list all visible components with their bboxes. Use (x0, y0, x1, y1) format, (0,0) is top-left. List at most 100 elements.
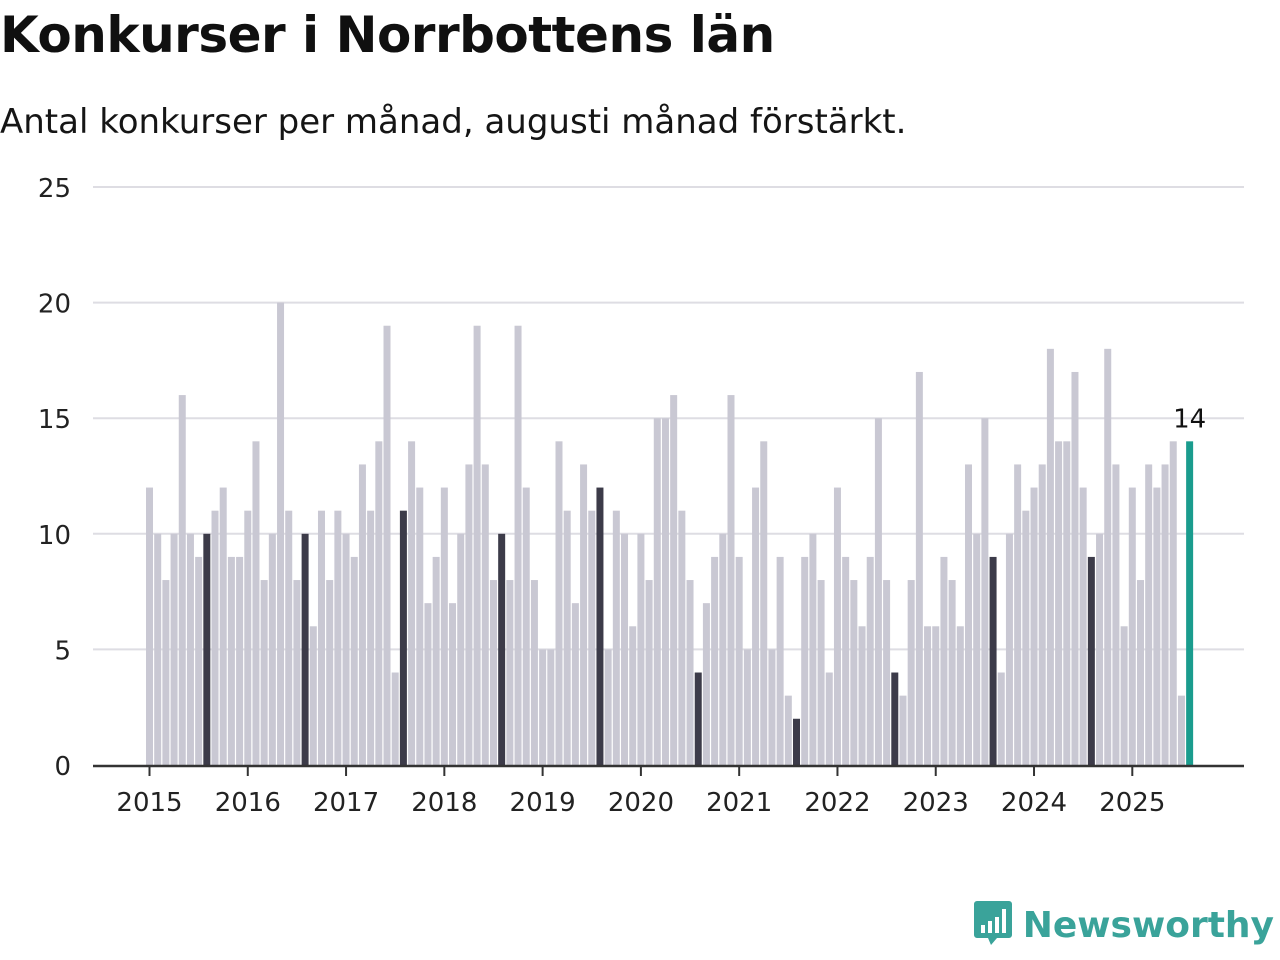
x-tick-label: 2025 (1099, 788, 1165, 818)
bar (375, 441, 383, 765)
bar (571, 603, 579, 765)
bar (866, 556, 874, 765)
bar (334, 510, 342, 765)
bar (277, 302, 285, 765)
bar (481, 464, 489, 765)
bar (891, 672, 899, 765)
bar (686, 580, 694, 765)
bar (170, 533, 178, 765)
bar (514, 325, 522, 765)
bar (604, 649, 612, 765)
bar (391, 672, 399, 765)
bar (973, 533, 981, 765)
brand-name: Newsworthy (1022, 905, 1274, 946)
bar (989, 556, 997, 765)
bar (842, 556, 850, 765)
bar (899, 695, 907, 765)
bar (178, 395, 186, 765)
bar (1071, 371, 1079, 765)
bar (915, 371, 923, 765)
bar (760, 441, 768, 765)
x-tick-label: 2019 (510, 788, 576, 818)
bar (342, 533, 350, 765)
bar (629, 626, 637, 765)
y-tick-label: 25 (38, 174, 71, 204)
bar (301, 533, 309, 765)
bar (940, 556, 948, 765)
bar (825, 672, 833, 765)
bar (965, 464, 972, 765)
bar (473, 325, 481, 765)
bar (203, 533, 211, 765)
bar (1112, 464, 1120, 765)
bar (498, 533, 506, 765)
bar (293, 580, 301, 765)
bar (932, 626, 940, 765)
bar (694, 672, 702, 765)
bar (907, 580, 915, 765)
bar (530, 580, 538, 765)
brand-logo: Newsworthy (973, 899, 1274, 952)
bar (1161, 464, 1169, 765)
bar (154, 533, 162, 765)
bar (440, 487, 448, 765)
x-tick-label: 2021 (706, 788, 772, 818)
bar (1030, 487, 1038, 765)
bar (268, 533, 276, 765)
bar (956, 626, 964, 765)
x-tick-label: 2017 (313, 788, 379, 818)
bar (260, 580, 268, 765)
bar (1022, 510, 1030, 765)
x-tick-label: 2016 (215, 788, 281, 818)
bar (1104, 348, 1112, 765)
bar (817, 580, 825, 765)
bar (596, 487, 604, 765)
bar (162, 580, 170, 765)
bar (735, 556, 743, 765)
bar (1014, 464, 1022, 765)
bar (285, 510, 293, 765)
bar (195, 556, 203, 765)
bar (489, 580, 497, 765)
bar (309, 626, 317, 765)
bar (727, 395, 735, 765)
bar (367, 510, 375, 765)
bar (1136, 580, 1144, 765)
bar (326, 580, 334, 765)
bar (219, 487, 227, 765)
bar (1128, 487, 1136, 765)
bar (465, 464, 473, 765)
bar (236, 556, 244, 765)
x-tick-label: 2015 (116, 788, 182, 818)
bar (874, 418, 882, 765)
bar (653, 418, 661, 765)
bar (432, 556, 440, 765)
bar (244, 510, 252, 765)
bar (1079, 487, 1087, 765)
bar (833, 487, 841, 765)
bar (555, 441, 563, 765)
bar (621, 533, 629, 765)
y-tick-label: 5 (54, 636, 71, 666)
bar (809, 533, 817, 765)
bar (350, 556, 358, 765)
bar (997, 672, 1005, 765)
bar (547, 649, 555, 765)
bar (227, 556, 235, 765)
bar (702, 603, 710, 765)
bar (776, 556, 784, 765)
latest-value-label: 14 (1173, 404, 1206, 434)
bar (1087, 556, 1095, 765)
bar (588, 510, 596, 765)
bar (1046, 348, 1054, 765)
bar (645, 580, 653, 765)
bar (678, 510, 686, 765)
bar (416, 487, 424, 765)
bar (743, 649, 751, 765)
bar (146, 487, 153, 765)
bar (383, 325, 391, 765)
bar (801, 556, 809, 765)
x-tick-label: 2020 (608, 788, 674, 818)
bar (858, 626, 866, 765)
